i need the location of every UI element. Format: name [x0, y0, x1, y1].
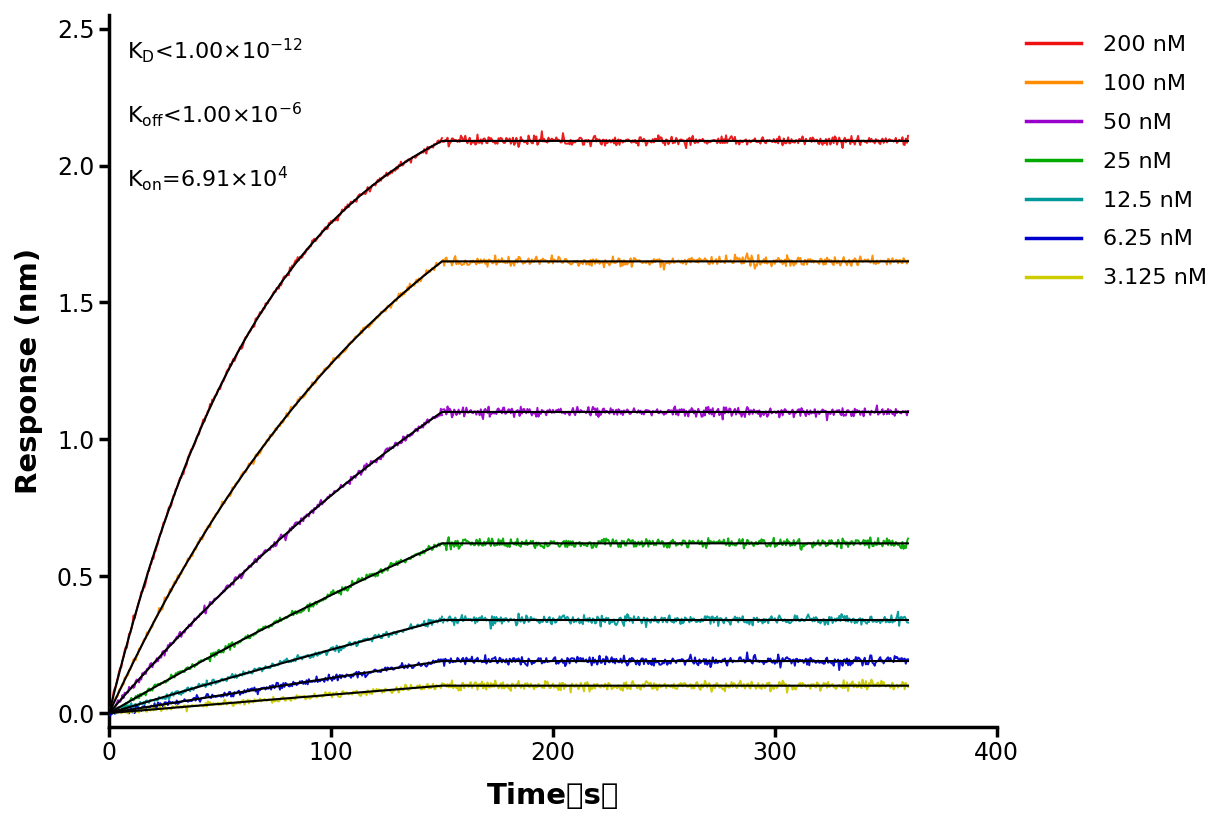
Text: K$_\mathregular{off}$<1.00×10$^{-6}$: K$_\mathregular{off}$<1.00×10$^{-6}$: [127, 101, 302, 130]
Text: K$_\mathregular{D}$<1.00×10$^{-12}$: K$_\mathregular{D}$<1.00×10$^{-12}$: [127, 36, 303, 65]
X-axis label: Time（s）: Time（s）: [487, 782, 620, 810]
Y-axis label: Response (nm): Response (nm): [15, 248, 43, 494]
Legend: 200 nM, 100 nM, 50 nM, 25 nM, 12.5 nM, 6.25 nM, 3.125 nM: 200 nM, 100 nM, 50 nM, 25 nM, 12.5 nM, 6…: [1016, 26, 1216, 297]
Text: K$_\mathregular{on}$=6.91×10$^{4}$: K$_\mathregular{on}$=6.91×10$^{4}$: [127, 164, 288, 193]
